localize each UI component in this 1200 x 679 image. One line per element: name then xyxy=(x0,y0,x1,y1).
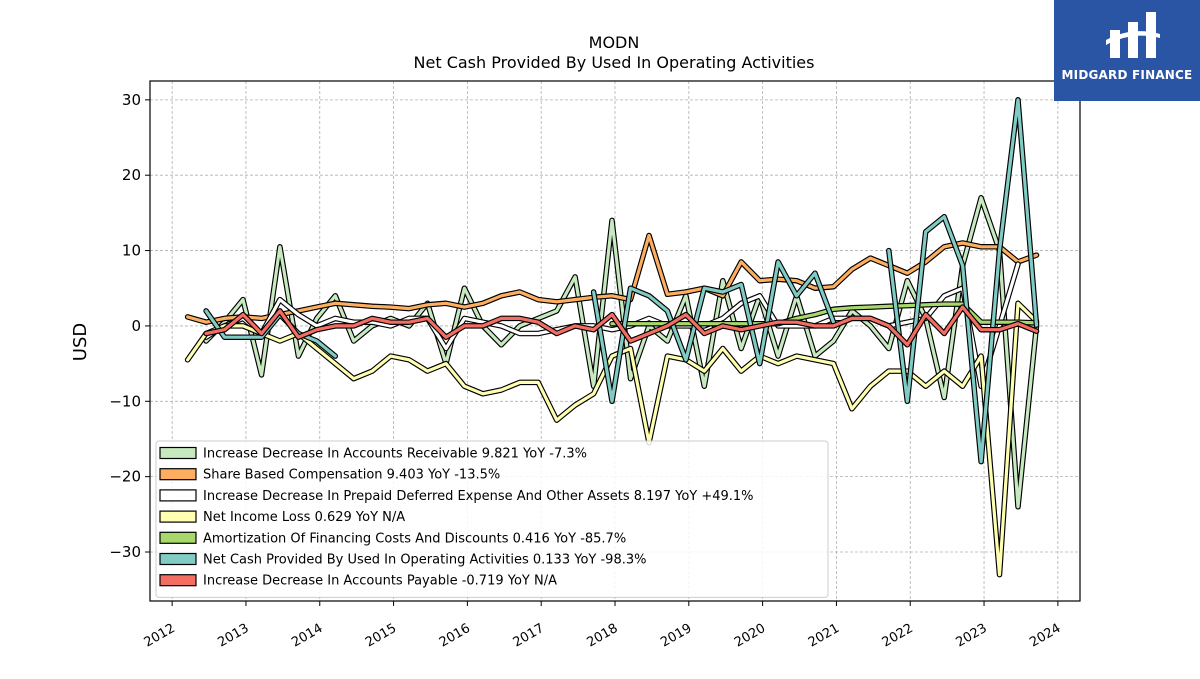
series-1 xyxy=(184,232,1040,325)
series-line xyxy=(887,98,1039,464)
legend-swatch xyxy=(159,489,197,502)
legend-box xyxy=(155,440,829,598)
y-tick-label: 20 xyxy=(122,166,141,184)
series-line xyxy=(592,260,836,403)
brand-name: MIDGARD FINANCE xyxy=(1061,68,1193,82)
chart-subtitle: Net Cash Provided By Used In Operating A… xyxy=(414,53,815,72)
legend-label: Amortization Of Financing Costs And Disc… xyxy=(203,531,626,546)
midgard-logo-icon xyxy=(1106,12,1160,58)
brand-logo: MIDGARD FINANCE xyxy=(1054,0,1200,101)
y-axis-label: USD xyxy=(70,323,91,361)
series-6 xyxy=(203,304,1040,348)
series-layer xyxy=(184,97,1040,578)
y-tick-label: 0 xyxy=(131,317,141,335)
y-tick-label: 30 xyxy=(122,91,141,109)
y-tick-label: −10 xyxy=(109,392,141,410)
legend-label: Increase Decrease In Accounts Receivable… xyxy=(203,447,587,462)
legend-swatch xyxy=(159,574,197,587)
legend-label: Net Cash Provided By Used In Operating A… xyxy=(203,553,646,568)
legend: Increase Decrease In Accounts Receivable… xyxy=(155,440,829,598)
legend-label: Increase Decrease In Accounts Payable -0… xyxy=(203,574,557,589)
y-tick-label: −30 xyxy=(109,543,141,561)
legend-label: Share Based Compensation 9.403 YoY -13.5… xyxy=(203,468,500,483)
chart-title: MODN xyxy=(589,33,640,52)
legend-swatch xyxy=(159,510,197,523)
legend-label: Net Income Loss 0.629 YoY N/A xyxy=(203,510,405,525)
series-line xyxy=(204,305,1039,347)
series-line xyxy=(186,301,1039,577)
legend-swatch xyxy=(159,531,197,544)
y-tick-label: 10 xyxy=(122,242,141,260)
legend-label: Increase Decrease In Prepaid Deferred Ex… xyxy=(203,489,754,504)
legend-swatch xyxy=(159,468,197,481)
y-tick-label: −20 xyxy=(109,468,141,486)
series-line xyxy=(186,233,1039,324)
legend-swatch xyxy=(159,552,197,566)
series-3 xyxy=(184,300,1040,578)
legend-swatch xyxy=(159,446,197,460)
